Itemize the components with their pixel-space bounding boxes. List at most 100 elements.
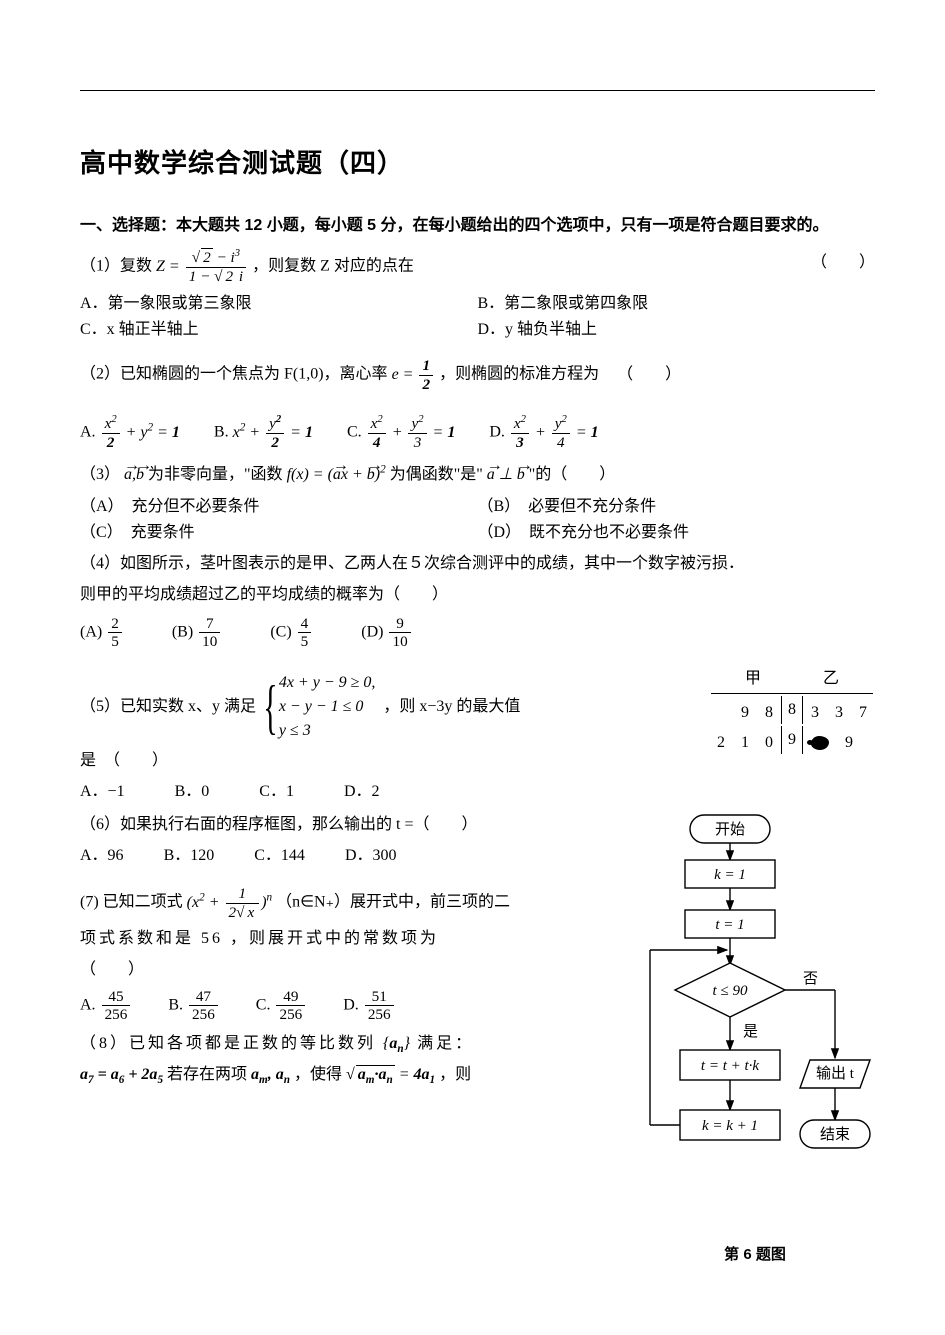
q7-paren: （ ） bbox=[80, 956, 650, 983]
q3-opt-c: （C） 充要条件 bbox=[80, 518, 478, 542]
q4-line1: （4）如图所示，茎叶图表示的是甲、乙两人在５次综合测评中的成绩，其中一个数字被污… bbox=[80, 550, 875, 577]
q4-a-den: 5 bbox=[108, 633, 122, 650]
q2-opt-a: A. x22 + y2 = 1 bbox=[80, 415, 180, 451]
fc-k1: k = 1 bbox=[714, 867, 746, 883]
q1-opt-c: C．x 轴正半轴上 bbox=[80, 315, 478, 339]
q4-c-num: 4 bbox=[298, 615, 312, 633]
q4-c-den: 5 bbox=[298, 633, 312, 650]
q4-d-num: 9 bbox=[389, 615, 410, 633]
flowchart-caption: 第 6 题图 bbox=[635, 1243, 875, 1264]
q6-opt-a: A．96 bbox=[80, 842, 124, 869]
q2-opt-d: D. x23 + y24 = 1 bbox=[489, 415, 598, 451]
q7-a-den: 256 bbox=[102, 1006, 131, 1023]
section-heading: 一、选择题：本大题共 12 小题，每小题 5 分，在每小题给出的四个选项中，只有… bbox=[80, 212, 875, 239]
fc-no: 否 bbox=[803, 971, 818, 987]
stemleaf-row-2: 2 1 0 9 9 bbox=[711, 726, 873, 754]
q6-opt-b: B．120 bbox=[164, 842, 215, 869]
fc-yes: 是 bbox=[743, 1024, 758, 1040]
q5-opt-c: C．1 bbox=[259, 778, 294, 805]
q5-c1: 4x + y − 9 ≥ 0, bbox=[279, 671, 376, 695]
q3-mid1: 为非零向量，"函数 bbox=[148, 466, 283, 483]
q5-options: A．−1 B．0 C．1 D．2 bbox=[80, 778, 650, 805]
q5-opt-a: A．−1 bbox=[80, 778, 125, 805]
q7-opt-c: C. 49256 bbox=[256, 988, 307, 1024]
stemleaf-header-right: 乙 bbox=[805, 662, 873, 690]
q2-formula-e: e = 12 bbox=[392, 366, 436, 383]
q8-line2: a7 = a6 + 2a5 若存在两项 am, an ，使得 √am·an = … bbox=[80, 1061, 650, 1088]
q4-opt-d-label: (D) bbox=[361, 623, 383, 640]
q7-prefix: (7) 已知二项式 bbox=[80, 894, 183, 911]
q2-opt-c: C. x24 + y23 = 1 bbox=[347, 415, 455, 451]
q8-mid-prefix: 若存在两项 bbox=[167, 1066, 247, 1083]
flowchart-svg: 开始 k = 1 t = 1 t ≤ 90 是 否 bbox=[635, 810, 875, 1230]
q3-vectors: a→,b→ bbox=[124, 466, 144, 483]
q6-stem: （6）如果执行右面的程序框图，那么输出的 t =（ ） bbox=[80, 811, 650, 838]
sl-r1-stem: 8 bbox=[781, 696, 803, 724]
q7-c-den: 256 bbox=[276, 1006, 305, 1023]
q7-b-label: B. bbox=[168, 996, 183, 1013]
fc-t1: t = 1 bbox=[715, 917, 744, 933]
q2-opt-c-label: C. bbox=[347, 424, 362, 441]
q7-c-label: C. bbox=[256, 996, 271, 1013]
sl-r2-stem: 9 bbox=[781, 726, 803, 754]
q1-stem: （1）复数 Z = √2 − i31 − √2 i ，则复数 Z 对应的点在 （… bbox=[80, 249, 875, 285]
sl-r2-right: 9 bbox=[805, 726, 873, 754]
sl-r1-right: 3 3 7 bbox=[805, 696, 873, 724]
q2-opt-a-label: A. bbox=[80, 424, 96, 441]
sl-r2-right-tail: 9 bbox=[845, 734, 853, 751]
exam-page: 高中数学综合测试题（四） 一、选择题：本大题共 12 小题，每小题 5 分，在每… bbox=[0, 0, 945, 1132]
q5-constraints: 4x + y − 9 ≥ 0, x − y − 1 ≤ 0 y ≤ 3 bbox=[279, 671, 376, 743]
q7-options: A. 45256 B. 47256 C. 49256 D. 51256 bbox=[80, 988, 650, 1024]
q8-eq1: a7 = a6 + 2a5 bbox=[80, 1066, 163, 1083]
q7-a-num: 45 bbox=[102, 988, 131, 1006]
q8-line1b: 满足： bbox=[417, 1035, 474, 1052]
q1-tail: ，则复数 Z 对应的点在 bbox=[252, 258, 414, 275]
sl-r1-left: 9 8 bbox=[711, 696, 779, 724]
stem-leaf-plot: 甲乙 9 8 8 3 3 7 2 1 0 9 9 bbox=[709, 660, 875, 756]
q6-options: A．96 B．120 C．144 D．300 bbox=[80, 842, 650, 869]
q2-prefix: （2）已知椭圆的一个焦点为 F(1,0)，离心率 bbox=[80, 366, 388, 383]
brace-icon: { bbox=[263, 680, 277, 734]
q7-d-label: D. bbox=[343, 996, 359, 1013]
q4-b-den: 10 bbox=[199, 633, 220, 650]
q7-d-num: 51 bbox=[365, 988, 394, 1006]
q3-options: （A） 充分但不必要条件 （B） 必要但不充分条件 （C） 充要条件 （D） 既… bbox=[80, 492, 875, 544]
ink-blot-icon bbox=[811, 736, 829, 750]
q7-opt-b: B. 47256 bbox=[168, 988, 219, 1024]
q8-mid: ，使得 bbox=[294, 1066, 342, 1083]
q1-formula: Z = √2 − i31 − √2 i bbox=[156, 258, 252, 275]
q7-c-num: 49 bbox=[276, 988, 305, 1006]
q4-opt-a-label: (A) bbox=[80, 623, 102, 640]
q5-prefix: （5）已知实数 x、y 满足 bbox=[80, 693, 256, 720]
sl-r2-left: 2 1 0 bbox=[711, 726, 779, 754]
q5-opt-d: D．2 bbox=[344, 778, 380, 805]
q8-eq2: √am·an = 4a1 bbox=[346, 1066, 435, 1083]
q1-opt-b: B．第二象限或第四象限 bbox=[478, 289, 876, 313]
q8-line1a: （8）已知各项都是正数的等比数列 bbox=[80, 1035, 376, 1052]
fc-cond: t ≤ 90 bbox=[713, 983, 748, 999]
q7-a-label: A. bbox=[80, 996, 96, 1013]
q4-opt-c: (C) 45 bbox=[270, 615, 313, 651]
q2-options: A. x22 + y2 = 1 B. x2 + y22 = 1 C. x24 +… bbox=[80, 415, 875, 451]
q2-paren: （ ） bbox=[617, 366, 681, 383]
q3-opt-b: （B） 必要但不充分条件 bbox=[478, 492, 876, 516]
q5-line2: 是 （ ） bbox=[80, 747, 650, 774]
q1-opt-d: D．y 轴负半轴上 bbox=[478, 315, 876, 339]
page-title: 高中数学综合测试题（四） bbox=[80, 143, 875, 180]
q7-binom: (x2 + 12√x)n bbox=[187, 894, 272, 911]
q1-prefix: （1）复数 bbox=[80, 258, 152, 275]
q2-mid: ，则椭圆的标准方程为 bbox=[439, 366, 599, 383]
fc-update-t: t = t + t·k bbox=[701, 1058, 759, 1074]
q8-seq: {an} bbox=[383, 1035, 410, 1052]
q5-c2: x − y − 1 ≤ 0 bbox=[279, 695, 376, 719]
stemleaf-row-1: 9 8 8 3 3 7 bbox=[711, 696, 873, 724]
q6-opt-d: D．300 bbox=[345, 842, 397, 869]
q4-opt-b-label: (B) bbox=[172, 623, 193, 640]
q7-opt-a: A. 45256 bbox=[80, 988, 132, 1024]
fc-output: 输出 t bbox=[816, 1065, 855, 1082]
q1-options: A．第一象限或第三象限 B．第二象限或第四象限 C．x 轴正半轴上 D．y 轴负… bbox=[80, 289, 875, 341]
q4-options: (A) 25 (B) 710 (C) 45 (D) 910 bbox=[80, 615, 875, 651]
q1-opt-a: A．第一象限或第三象限 bbox=[80, 289, 478, 313]
top-rule bbox=[80, 90, 875, 91]
q4-opt-b: (B) 710 bbox=[172, 615, 223, 651]
